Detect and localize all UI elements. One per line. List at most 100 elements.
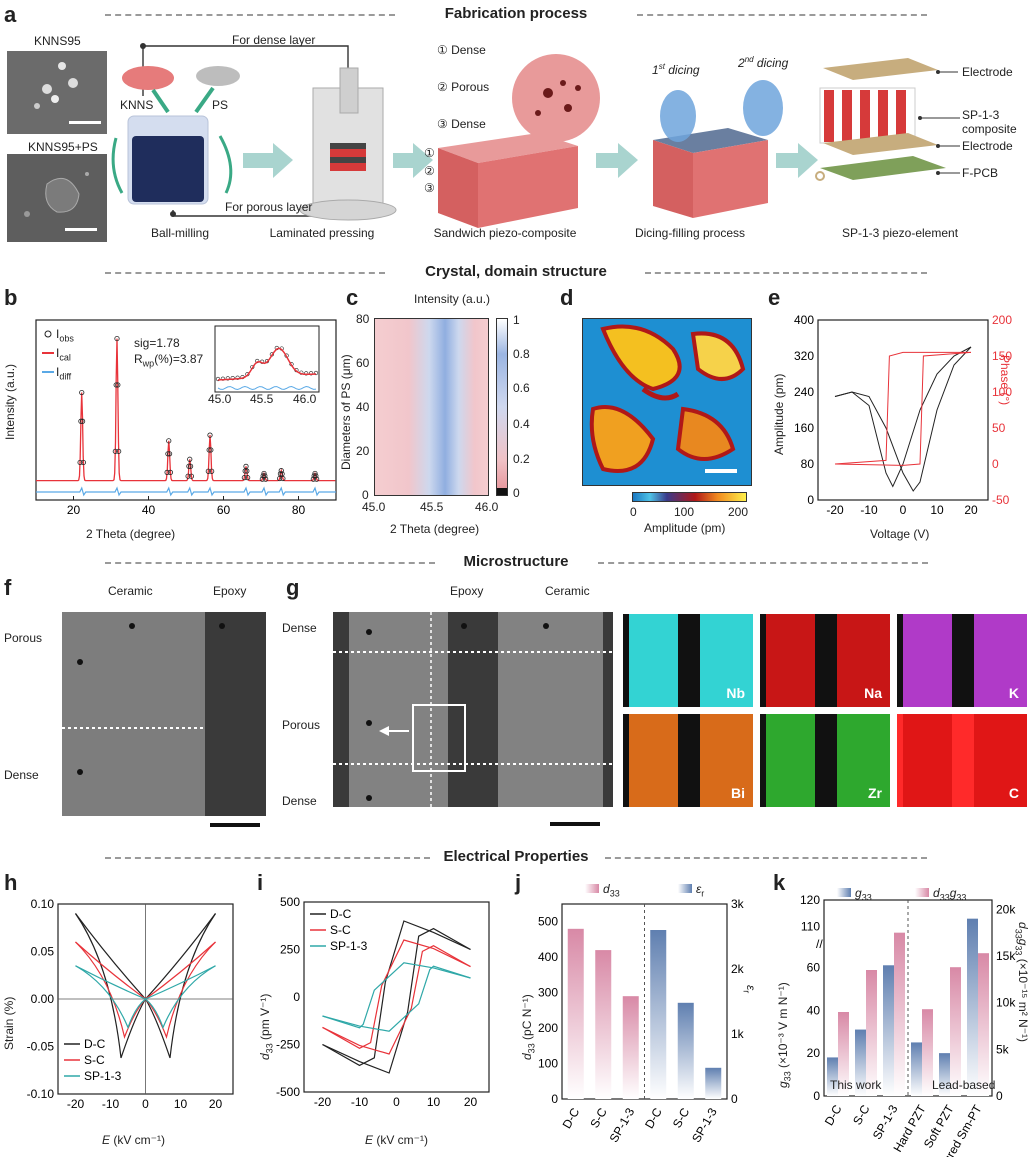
data-point-iobs <box>311 473 317 479</box>
label-epoxy: Epoxy <box>213 584 247 598</box>
for-porous-layer-label: For porous layer <box>225 200 313 214</box>
chart-c-ytick: 20 <box>356 444 370 458</box>
powder-label-knns: KNNS <box>120 98 154 112</box>
eds-epoxy-band <box>952 714 974 807</box>
section-divider <box>598 562 928 564</box>
strain-curve-s-c <box>75 941 216 1040</box>
inset-idiff-line <box>217 385 317 391</box>
data-point-iobs <box>209 468 215 474</box>
y-tick-label-right: 200 <box>992 313 1012 327</box>
y-tick-label-right: 1k <box>731 1027 745 1041</box>
eds-epoxy-band <box>952 614 974 707</box>
cbar-tick: 0.6 <box>513 381 530 395</box>
eds-epoxy-edge <box>897 614 903 707</box>
data-point-iobs <box>165 451 171 457</box>
chart-j-ylabel-right: εr <box>741 985 758 994</box>
data-point-iobs <box>260 473 266 479</box>
data-point-iobs <box>207 432 213 438</box>
label-dense-bottom: Dense <box>282 794 317 808</box>
inset-xtick-45: 45.0 <box>208 392 232 406</box>
y-tick-label-left: 0 <box>813 1089 820 1103</box>
strain-curve-s-c <box>75 941 216 1040</box>
x-tick-label: 0 <box>142 1097 149 1111</box>
data-point-iobs <box>244 468 250 474</box>
legend-label-sp-1-3: SP-1-3 <box>330 939 368 953</box>
panel-label-b: b <box>4 285 18 310</box>
section-title-crystal: Crystal, domain structure <box>425 263 607 280</box>
legend-idiff: Idiff <box>56 365 72 382</box>
panel-label-d: d <box>560 285 574 310</box>
data-point-iobs <box>312 470 318 477</box>
eds-map-bi: Bi <box>623 714 753 807</box>
pfm-cbar-tick: 0 <box>630 505 637 519</box>
y-tick-label-right: 5k <box>996 1042 1010 1056</box>
x-tick-label: 60 <box>217 503 231 517</box>
data-point-iobs <box>166 438 172 444</box>
chart-c-xtick: 46.0 <box>475 500 499 514</box>
inset-data-point <box>235 375 240 380</box>
inset-data-point <box>309 371 314 376</box>
chart-e-xlabel: Voltage (V) <box>870 527 930 541</box>
bar-d33g33-sp-1-3 <box>894 932 905 1096</box>
x-tick-label: 20 <box>464 1095 478 1109</box>
y-tick-label-right: 10k <box>996 996 1016 1010</box>
y-tick-label-left: 0 <box>807 493 814 507</box>
layer-dense-3-label: ③ Dense <box>437 117 486 131</box>
y-tick-label-left: 400 <box>538 950 558 964</box>
sem-cross-section-g <box>333 612 613 807</box>
data-point-iobs <box>280 475 286 482</box>
section-title-fabrication: Fabrication process <box>444 5 588 22</box>
second-dicing-label: 2nd dicing <box>738 55 789 70</box>
cbar-tick: 0.4 <box>513 417 530 431</box>
panel-label-e: e <box>768 285 781 310</box>
chart-b-xlabel: 2 Theta (degree) <box>86 527 176 541</box>
bar-d33-d-c <box>567 928 584 1099</box>
data-point-iobs <box>166 451 173 457</box>
y-tick-label: 0.05 <box>31 945 55 959</box>
x-tick-label: SP-1-3 <box>689 1105 720 1145</box>
layer-number-1: ① <box>424 146 435 160</box>
pfm-cbar-tick: 100 <box>674 505 695 519</box>
y-tick-label: 0.10 <box>31 897 55 911</box>
bar-g33-d-c <box>827 1057 838 1096</box>
cbar-tick: 0.8 <box>513 347 530 361</box>
x-tick-label: SP-1-3 <box>607 1105 638 1145</box>
axes-frame <box>303 901 490 1093</box>
chart-c-ytick: 80 <box>356 312 370 326</box>
data-point-iobs <box>263 476 269 482</box>
sem-cross-section-f <box>62 612 266 816</box>
data-point-iobs <box>278 468 284 474</box>
pfm-hysteresis-chart: -20 -10 0 10 20080160240320400-5005010015020… <box>794 313 1012 517</box>
fabrication-schematic <box>111 43 960 228</box>
x-tick-label: 20 <box>67 503 81 517</box>
bar-g33-hard-pzt <box>911 1042 922 1096</box>
chart-i-ylabel: d33 (pm V⁻¹) <box>258 993 275 1060</box>
y-tick-label-right: 0 <box>996 1089 1003 1103</box>
y-tick-label: -250 <box>276 1038 300 1052</box>
x-tick-label: 40 <box>142 503 156 517</box>
pfm-cbar-label: Amplitude (pm) <box>644 521 726 535</box>
x-tick-label: 10 <box>174 1097 188 1111</box>
data-point-iobs <box>186 463 192 469</box>
chart-i-xlabel: E (kV cm⁻¹) <box>365 1133 429 1147</box>
inset-xtick-45-5: 45.5 <box>250 392 274 406</box>
bar-g33-sp-1-3 <box>883 965 894 1096</box>
data-point-iobs <box>113 382 119 388</box>
x-tick-label: -20 <box>826 503 844 517</box>
chart-b-ylabel: Intensity (a.u.) <box>3 363 17 440</box>
legend-label-d-c: D-C <box>330 907 352 921</box>
chart-k-legend-g33: g33 <box>837 886 872 902</box>
eds-element-label: Na <box>864 685 882 701</box>
pfm-amplitude-map <box>582 318 752 486</box>
step-label-sp-element: SP-1-3 piezo-element <box>841 226 959 240</box>
bar-g33-soft-pzt <box>939 1053 950 1096</box>
chart-h-xlabel: E (kV cm⁻¹) <box>102 1133 166 1147</box>
series-idiff-line <box>36 486 336 497</box>
y-tick-label-left: 20 <box>807 1046 821 1060</box>
x-tick-label: 20 <box>209 1097 223 1111</box>
chart-c-xtick: 45.0 <box>362 500 386 514</box>
x-tick-label: 10 <box>427 1095 441 1109</box>
bar-d33g33-soft-pzt <box>950 967 961 1096</box>
y-tick-label-right: 2k <box>731 962 745 976</box>
